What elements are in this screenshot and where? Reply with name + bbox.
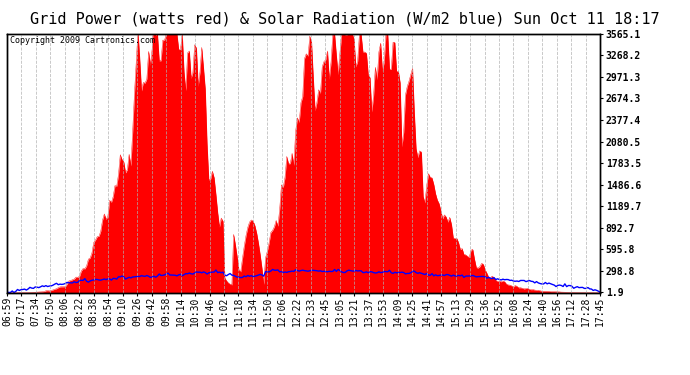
Text: Copyright 2009 Cartronics.com: Copyright 2009 Cartronics.com bbox=[10, 36, 155, 45]
Text: Grid Power (watts red) & Solar Radiation (W/m2 blue) Sun Oct 11 18:17: Grid Power (watts red) & Solar Radiation… bbox=[30, 11, 660, 26]
